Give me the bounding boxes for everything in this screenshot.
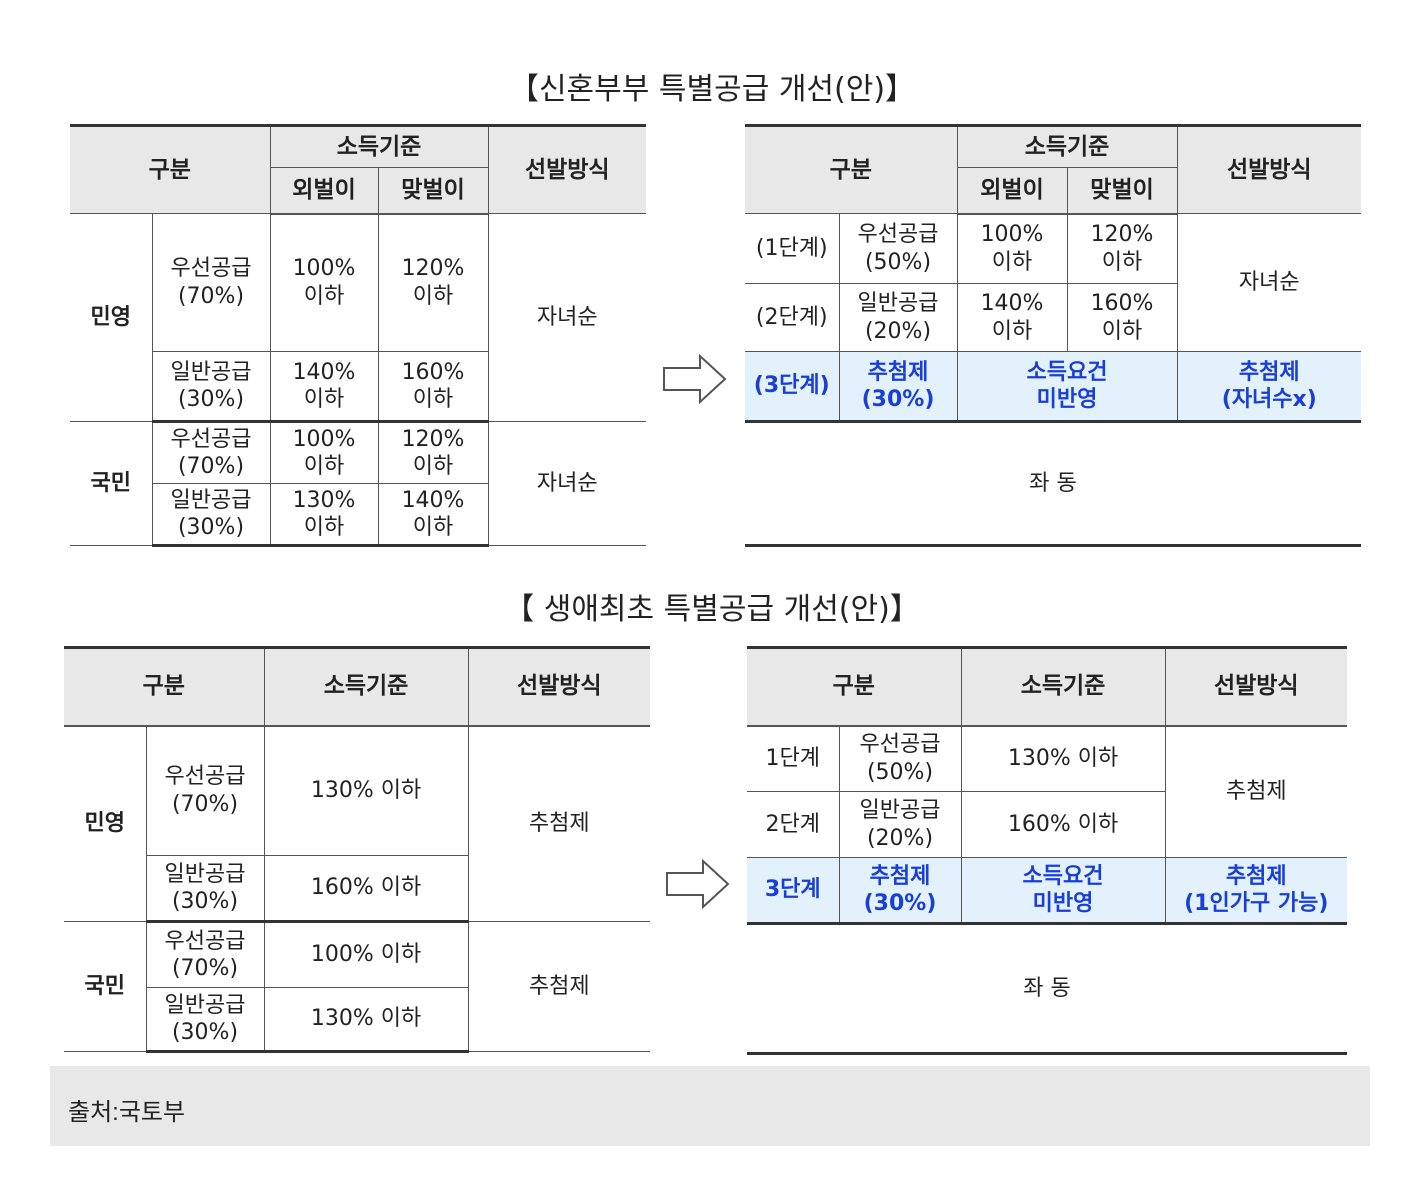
public-selection: 추첨제 [467, 921, 651, 1052]
private-general-income: 160% 이하 [263, 855, 469, 923]
header-single-income: 외벌이 [269, 167, 379, 215]
newlywed-proposed-table: 구분 소득기준 선발방식 외벌이 맞벌이 (1단계) 우선공급 (50%) 10… [745, 124, 1362, 547]
right-arrow-icon [663, 353, 727, 405]
header-category: 구분 [64, 646, 265, 727]
stage3-income: 소득요건 미반영 [956, 351, 1178, 423]
private-general-label: 일반공급 (30%) [145, 855, 265, 923]
section2-title: 【 생애최초 특별공급 개선(안)】 [504, 592, 920, 627]
stage2-type: 일반공급 (20%) [838, 791, 962, 858]
first-time-buyer-current-table: 구분 소득기준 선발방식 민영 우선공급 (70%) 130% 이하 추첨제 일… [64, 646, 651, 1053]
stage1-type: 우선공급 (50%) [838, 213, 958, 284]
private-priority-label: 우선공급 (70%) [151, 213, 271, 352]
private-priority-label: 우선공급 (70%) [145, 725, 265, 856]
source-text: 출처:국토부 [68, 1099, 186, 1126]
private-priority-income: 130% 이하 [263, 725, 469, 856]
header-selection: 선발방식 [1176, 124, 1362, 214]
public-general-single: 130% 이하 [269, 483, 379, 547]
stage3-selection: 추첨제 (1인가구 가능) [1164, 857, 1348, 925]
stage1-income: 130% 이하 [960, 725, 1166, 792]
stage2-label: 2단계 [747, 791, 840, 858]
stage1-type: 우선공급 (50%) [838, 725, 962, 792]
header-single-income: 외벌이 [956, 167, 1068, 215]
stage3-type: 추첨제 (30%) [838, 351, 958, 423]
public-label: 국민 [64, 921, 147, 1052]
same-as-left: 좌 동 [745, 421, 1362, 547]
stage2-single: 140% 이하 [956, 283, 1068, 352]
stage2-type: 일반공급 (20%) [838, 283, 958, 352]
header-category: 구분 [745, 124, 958, 214]
stage3-selection: 추첨제 (자녀수x) [1176, 351, 1362, 423]
stage1-label: (1단계) [745, 213, 840, 284]
stage3-label: 3단계 [747, 857, 840, 925]
header-income: 소득기준 [269, 124, 489, 168]
private-general-dual: 160% 이하 [377, 351, 489, 423]
same-as-left: 좌 동 [747, 923, 1348, 1055]
public-general-income: 130% 이하 [263, 987, 469, 1053]
private-label: 민영 [70, 213, 153, 422]
stage1-label: 1단계 [747, 725, 840, 792]
right-arrow-icon [666, 858, 730, 910]
stage3-type: 추첨제 (30%) [838, 857, 962, 925]
private-priority-single: 100% 이하 [269, 213, 379, 352]
stage2-income: 160% 이하 [960, 791, 1166, 858]
stage2-dual: 160% 이하 [1066, 283, 1178, 352]
public-priority-label: 우선공급 (70%) [151, 421, 271, 484]
newlywed-current-table: 구분 소득기준 선발방식 외벌이 맞벌이 민영 우선공급 (70%) 100% … [70, 124, 647, 547]
header-dual-income: 맞벌이 [377, 167, 489, 215]
header-income: 소득기준 [956, 124, 1178, 168]
public-label: 국민 [70, 421, 153, 546]
stage12-selection: 추첨제 [1164, 725, 1348, 858]
public-priority-dual: 120% 이하 [377, 421, 489, 484]
header-selection: 선발방식 [1164, 646, 1348, 727]
private-selection: 추첨제 [467, 725, 651, 922]
public-priority-income: 100% 이하 [263, 921, 469, 988]
header-income: 소득기준 [960, 646, 1166, 727]
header-selection: 선발방식 [487, 124, 647, 214]
stage3-label: (3단계) [745, 351, 840, 423]
section1-title: 【신혼부부 특별공급 개선(안)】 [508, 72, 916, 107]
stage2-label: (2단계) [745, 283, 840, 352]
private-general-label: 일반공급 (30%) [151, 351, 271, 423]
private-selection: 자녀순 [487, 213, 647, 422]
private-label: 민영 [64, 725, 147, 922]
header-selection: 선발방식 [467, 646, 651, 727]
stage12-selection: 자녀순 [1176, 213, 1362, 352]
public-priority-single: 100% 이하 [269, 421, 379, 484]
public-general-label: 일반공급 (30%) [145, 987, 265, 1053]
public-priority-label: 우선공급 (70%) [145, 921, 265, 988]
source-footer: 출처:국토부 [50, 1066, 1370, 1146]
private-priority-dual: 120% 이하 [377, 213, 489, 352]
header-dual-income: 맞벌이 [1066, 167, 1178, 215]
stage1-dual: 120% 이하 [1066, 213, 1178, 284]
public-general-dual: 140% 이하 [377, 483, 489, 547]
stage1-single: 100% 이하 [956, 213, 1068, 284]
stage3-income: 소득요건 미반영 [960, 857, 1166, 925]
public-general-label: 일반공급 (30%) [151, 483, 271, 547]
header-category: 구분 [70, 124, 271, 214]
public-selection: 자녀순 [487, 421, 647, 546]
private-general-single: 140% 이하 [269, 351, 379, 423]
first-time-buyer-proposed-table: 구분 소득기준 선발방식 1단계 우선공급 (50%) 130% 이하 추첨제 … [747, 646, 1348, 1055]
header-income: 소득기준 [263, 646, 469, 727]
header-category: 구분 [747, 646, 962, 727]
